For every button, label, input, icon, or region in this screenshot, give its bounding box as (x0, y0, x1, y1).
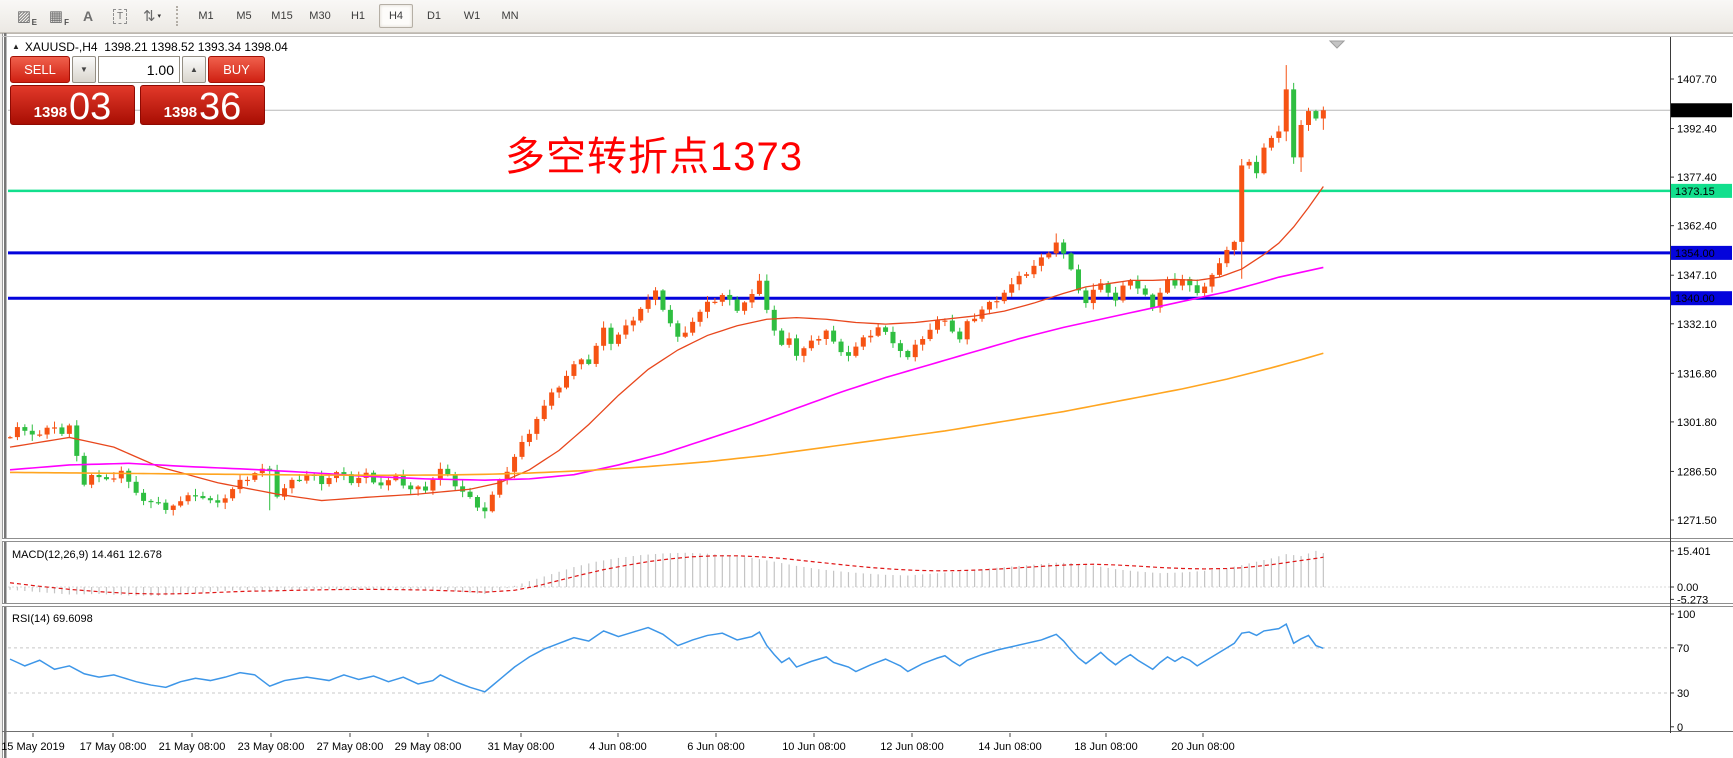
tf-button-h4[interactable]: H4 (379, 4, 413, 28)
rsi-value: 69.6098 (52, 613, 93, 625)
svg-text:-5.273: -5.273 (1677, 594, 1708, 606)
time-axis[interactable]: 15 May 2019 17 May 08:00 21 May 08:00 23 Ma… (1, 733, 1235, 753)
tf-button-m30[interactable]: M30 (309, 10, 331, 22)
svg-text:21 May 08:00: 21 May 08:00 (159, 741, 226, 753)
sell-price-display[interactable]: 1398 03 (10, 85, 135, 126)
svg-text:18 Jun 08:00: 18 Jun 08:00 (1074, 741, 1138, 753)
svg-text:1373.15: 1373.15 (1675, 186, 1715, 198)
ma-slow-orange (9, 352, 1324, 477)
svg-text:0: 0 (1677, 722, 1683, 734)
tf-button-m5[interactable]: M5 (236, 10, 252, 22)
svg-text:4 Jun 08:00: 4 Jun 08:00 (589, 741, 647, 753)
tf-button-w1[interactable]: W1 (463, 10, 481, 22)
ohlc-values: 1398.21 1398.52 1393.34 1398.04 (104, 40, 288, 54)
hline-price-label: 1354.00 (1671, 245, 1732, 260)
rsi-panel (8, 623, 1670, 694)
chart-title-row: ▲ XAUUSD-,H4 1398.21 1398.52 1393.34 1398… (12, 40, 288, 54)
chart-shift-marker-icon (1328, 40, 1346, 49)
toolbar-separator (176, 6, 179, 26)
grid-tool-icon[interactable]: ▦ F (48, 7, 69, 28)
current-price-label: 1398.04 (1671, 103, 1732, 118)
svg-text:1301.80: 1301.80 (1677, 417, 1717, 429)
svg-text:1407.70: 1407.70 (1677, 74, 1717, 86)
text-box-tool-icon[interactable]: T (104, 3, 136, 29)
tf-button-h1[interactable]: H1 (350, 10, 366, 22)
volume-decrease-button[interactable]: ▼ (72, 56, 96, 83)
rsi-line (9, 623, 1324, 693)
volume-increase-button[interactable]: ▲ (182, 56, 206, 83)
svg-text:1398.04: 1398.04 (1675, 105, 1715, 117)
tf-button-d1[interactable]: D1 (426, 10, 442, 22)
svg-text:1271.50: 1271.50 (1677, 515, 1717, 527)
svg-text:15 May 2019: 15 May 2019 (1, 741, 65, 753)
macd-values: 14.461 12.678 (91, 549, 162, 561)
macd-indicator-label: MACD(12,26,9) 14.461 12.678 (12, 549, 162, 561)
svg-text:1316.80: 1316.80 (1677, 368, 1717, 380)
volume-input[interactable] (98, 56, 180, 83)
trade-prices-row: 1398 03 1398 36 (10, 85, 265, 126)
collapse-triangle-icon[interactable]: ▲ (12, 42, 20, 51)
tf-button-mn[interactable]: MN (501, 10, 519, 22)
main-plot (8, 65, 1670, 519)
svg-text:31 May 08:00: 31 May 08:00 (488, 741, 555, 753)
svg-text:10 Jun 08:00: 10 Jun 08:00 (782, 741, 846, 753)
svg-text:27 May 08:00: 27 May 08:00 (317, 741, 384, 753)
buy-button[interactable]: BUY (208, 56, 265, 83)
macd-panel (8, 550, 1670, 596)
svg-text:1377.40: 1377.40 (1677, 172, 1717, 184)
chart-annotation-text: 多空转折点1373 (505, 135, 803, 179)
trade-controls-row: SELL ▼ ▲ BUY (10, 56, 265, 83)
svg-text:17 May 08:00: 17 May 08:00 (80, 741, 147, 753)
text-label-tool-icon[interactable]: A (82, 8, 94, 24)
svg-text:1362.40: 1362.40 (1677, 221, 1717, 233)
macd-histogram (9, 550, 1324, 596)
toolbar: ▨ E ▦ F A T ⇅ ▾ M1 M5 M15 M30 H1 H4 D1 W1 MN (0, 0, 1733, 33)
svg-text:1286.50: 1286.50 (1677, 466, 1717, 478)
svg-text:1332.10: 1332.10 (1677, 319, 1717, 331)
toolbar-tools: ▨ E ▦ F A T ⇅ ▾ (8, 3, 168, 29)
macd-signal-line (9, 555, 1324, 595)
svg-text:0.00: 0.00 (1677, 582, 1698, 594)
svg-text:1347.10: 1347.10 (1677, 270, 1717, 282)
timeframe-buttons: M1 M5 M15 M30 H1 H4 D1 W1 MN (189, 4, 527, 28)
svg-text:23 May 08:00: 23 May 08:00 (238, 741, 305, 753)
svg-text:70: 70 (1677, 643, 1689, 655)
cycle-arrows-tool-icon[interactable]: ⇅ ▾ (142, 7, 162, 25)
svg-text:12 Jun 08:00: 12 Jun 08:00 (880, 741, 944, 753)
svg-text:20 Jun 08:00: 20 Jun 08:00 (1171, 741, 1235, 753)
buy-price-display[interactable]: 1398 36 (140, 85, 265, 126)
svg-text:1354.00: 1354.00 (1675, 248, 1715, 260)
price-axis[interactable]: 1407.70 1392.40 1377.40 1362.40 1347.10 1332.… (1670, 74, 1732, 734)
hline-price-label: 1340.00 (1671, 291, 1732, 306)
svg-text:30: 30 (1677, 688, 1689, 700)
svg-text:14 Jun 08:00: 14 Jun 08:00 (978, 741, 1042, 753)
tf-button-m15[interactable]: M15 (271, 10, 293, 22)
svg-text:15.401: 15.401 (1677, 546, 1711, 558)
svg-text:6 Jun 08:00: 6 Jun 08:00 (687, 741, 745, 753)
symbol-period-label: XAUUSD-,H4 (24, 40, 98, 54)
svg-text:100: 100 (1677, 609, 1695, 621)
sell-button[interactable]: SELL (10, 56, 70, 83)
ma-mid-magenta (9, 266, 1324, 481)
rsi-indicator-label: RSI(14) 69.6098 (12, 613, 93, 625)
hline-price-label: 1373.15 (1671, 183, 1732, 198)
tf-button-m1[interactable]: M1 (198, 10, 214, 22)
svg-text:29 May 08:00: 29 May 08:00 (395, 741, 462, 753)
svg-text:1392.40: 1392.40 (1677, 124, 1717, 136)
ma-fast-red (9, 186, 1324, 502)
svg-text:1340.00: 1340.00 (1675, 293, 1715, 305)
crayon-hatch-tool-icon[interactable]: ▨ E (16, 7, 37, 28)
